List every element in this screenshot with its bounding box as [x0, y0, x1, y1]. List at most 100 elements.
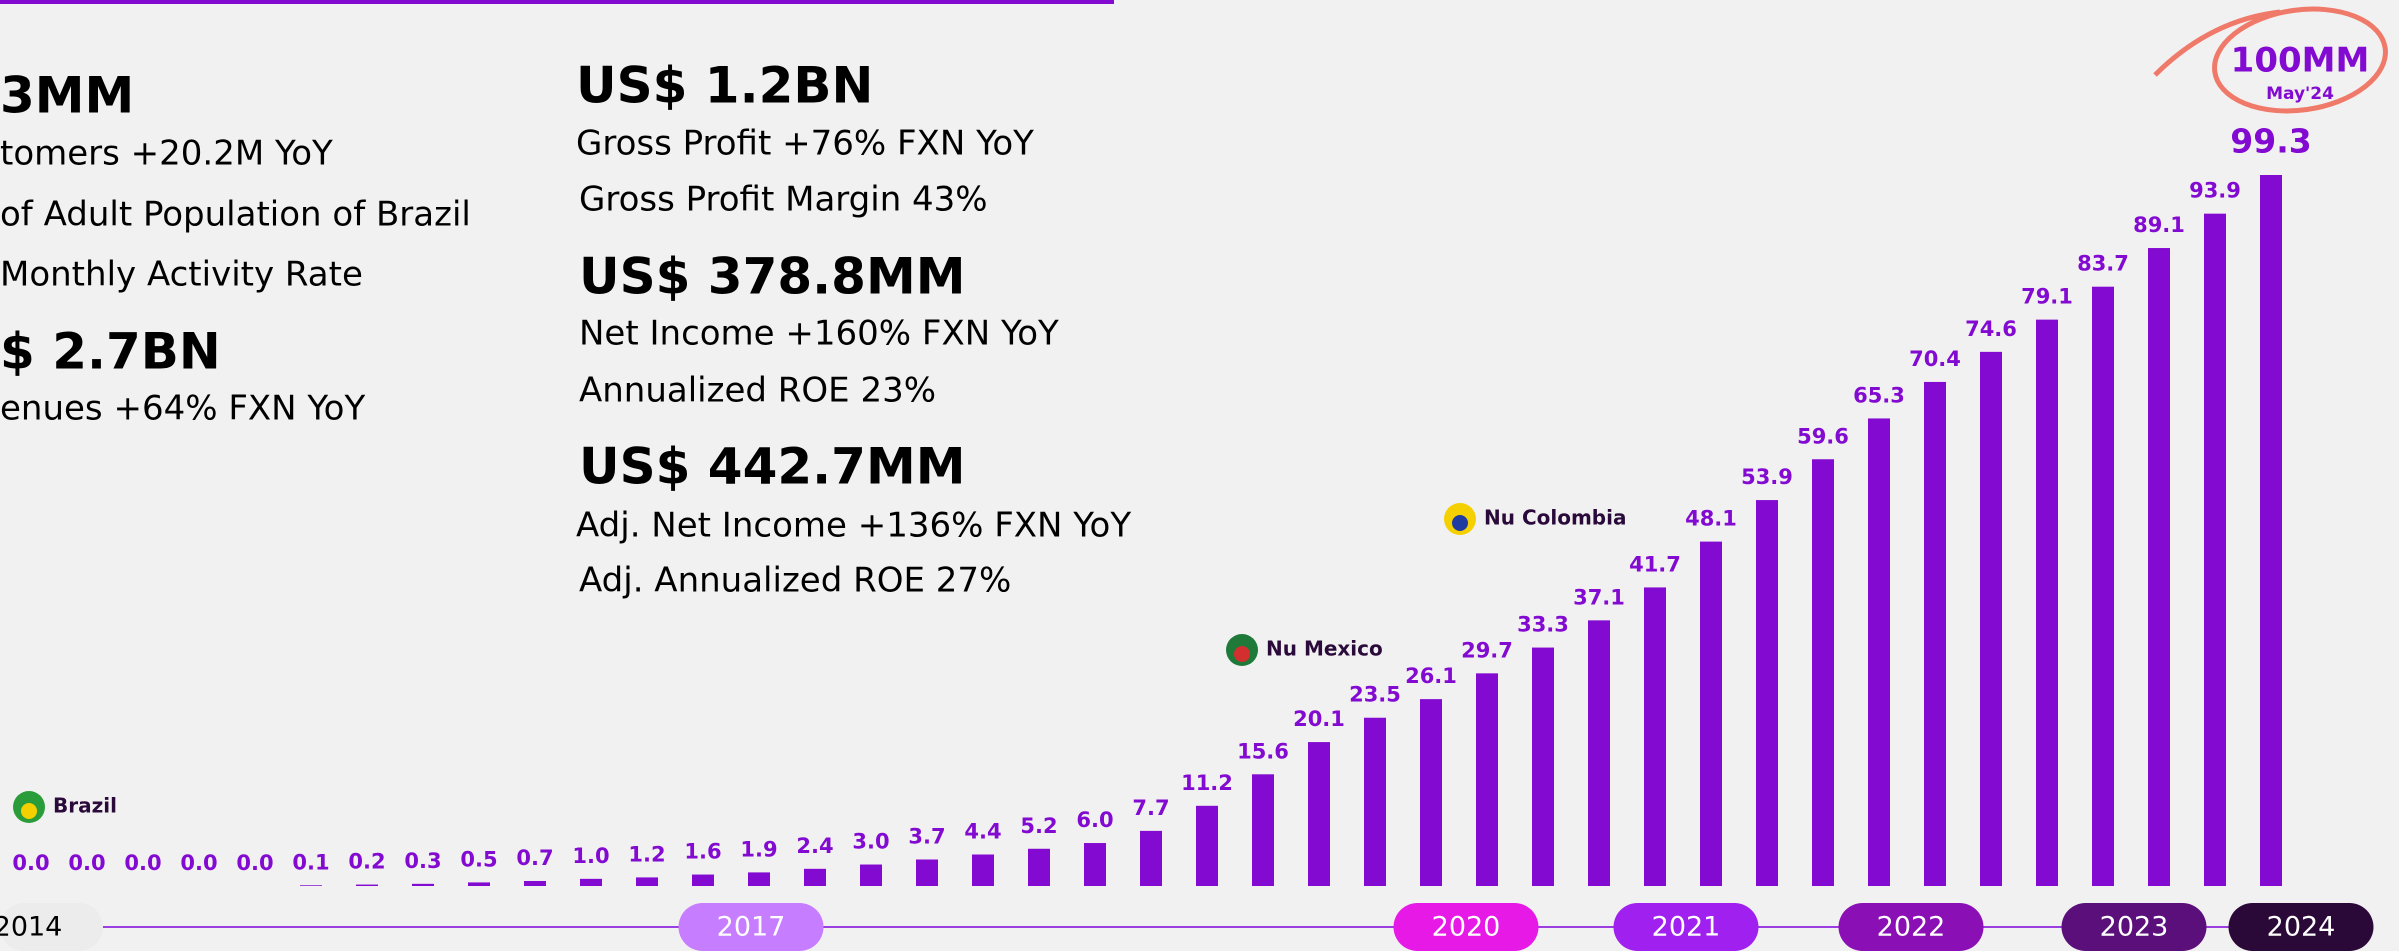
- bar: [356, 884, 378, 886]
- value-label: 2.4: [796, 834, 833, 858]
- bar: [1420, 699, 1442, 886]
- year-pill: [2228, 903, 2374, 951]
- year-label: 2022: [1877, 912, 1946, 943]
- bar: [1084, 843, 1106, 886]
- milestone-subtitle: May'24: [2266, 84, 2334, 104]
- year-pill: [1613, 903, 1759, 951]
- kpi-text: Gross Profit Margin 43%: [579, 180, 988, 220]
- bar: [1308, 742, 1330, 886]
- kpi-text: Net Income +160% FXN YoY: [579, 314, 1059, 354]
- bar: [1700, 541, 1722, 886]
- value-label: 33.3: [1517, 613, 1569, 637]
- value-label: 0.5: [460, 847, 497, 871]
- kpi-headline: $ 2.7BN: [0, 323, 221, 381]
- bar: [524, 880, 546, 886]
- bar: [1812, 459, 1834, 886]
- flag-inner: [21, 803, 37, 819]
- year-pill: [2061, 903, 2207, 951]
- value-label: 0.1: [292, 850, 329, 874]
- value-label: 99.3: [2230, 122, 2311, 161]
- bar: [916, 859, 938, 886]
- bar: [636, 877, 658, 886]
- value-label: 0.3: [404, 849, 441, 873]
- value-label: 5.2: [1020, 814, 1057, 838]
- value-label: 48.1: [1685, 507, 1737, 531]
- value-label: 37.1: [1573, 585, 1625, 609]
- year-label: 2020: [1432, 912, 1501, 943]
- year-pill: [1393, 903, 1539, 951]
- marker-label: Brazil: [53, 794, 117, 818]
- kpi-text: Gross Profit +76% FXN YoY: [576, 124, 1034, 164]
- bar: [2036, 319, 2058, 887]
- kpi-text: Adj. Net Income +136% FXN YoY: [576, 506, 1131, 546]
- bar: [692, 874, 714, 886]
- value-label: 0.0: [236, 851, 273, 875]
- value-label: 79.1: [2021, 285, 2073, 309]
- bar: [2148, 248, 2170, 887]
- value-label: 53.9: [1741, 465, 1793, 489]
- bar: [1364, 717, 1386, 886]
- bar: [1028, 848, 1050, 886]
- value-label: 83.7: [2077, 252, 2129, 276]
- year-label: 2014: [0, 912, 62, 943]
- bar: [1252, 774, 1274, 886]
- value-label: 4.4: [964, 819, 1001, 843]
- kpi-headline: US$ 378.8MM: [579, 248, 965, 306]
- bar: [972, 854, 994, 886]
- kpi-headline: US$ 442.7MM: [579, 438, 965, 496]
- bar: [1140, 830, 1162, 886]
- bar: [2204, 213, 2226, 886]
- value-label: 6.0: [1076, 808, 1113, 832]
- value-label: 0.0: [12, 851, 49, 875]
- bar: [412, 883, 434, 886]
- value-label: 1.2: [628, 842, 665, 866]
- value-label: 26.1: [1405, 664, 1457, 688]
- marker-label: Nu Mexico: [1266, 637, 1383, 661]
- year-label: 2023: [2100, 912, 2169, 943]
- kpi-text: Annualized ROE 23%: [579, 371, 936, 411]
- year-label: 2021: [1652, 912, 1721, 943]
- kpi-text: of Adult Population of Brazil: [0, 195, 471, 235]
- value-label: 11.2: [1181, 771, 1233, 795]
- value-label: 3.0: [852, 830, 889, 854]
- value-label: 7.7: [1132, 796, 1169, 820]
- kpi-text: enues +64% FXN YoY: [0, 389, 365, 429]
- value-label: 70.4: [1909, 347, 1961, 371]
- year-label: 2024: [2267, 912, 2336, 943]
- bar: [1644, 587, 1666, 886]
- value-label: 74.6: [1965, 317, 2017, 341]
- bar: [1532, 647, 1554, 886]
- bar: [2092, 286, 2114, 886]
- value-label: 3.7: [908, 825, 945, 849]
- value-label: 23.5: [1349, 683, 1401, 707]
- bar: [1980, 351, 2002, 886]
- bar: [468, 882, 490, 886]
- marker-label: Nu Colombia: [1484, 506, 1626, 530]
- kpi-text: Monthly Activity Rate: [0, 255, 363, 295]
- flag-inner: [1234, 646, 1250, 662]
- year-pill: [678, 903, 824, 951]
- value-label: 0.0: [68, 851, 105, 875]
- value-label: 0.0: [124, 851, 161, 875]
- value-label: 0.0: [180, 851, 217, 875]
- bar: [804, 868, 826, 886]
- value-label: 1.9: [740, 837, 777, 861]
- bar: [580, 878, 602, 886]
- kpi-headline: US$ 1.2BN: [576, 57, 873, 115]
- value-label: 15.6: [1237, 739, 1289, 763]
- year-label: 2017: [717, 912, 786, 943]
- value-label: 20.1: [1293, 707, 1345, 731]
- milestone-stroke: [2153, 9, 2281, 77]
- bar: [1868, 418, 1890, 886]
- kpi-headline: 3MM: [0, 67, 134, 125]
- kpi-text: Adj. Annualized ROE 27%: [579, 561, 1011, 601]
- value-label: 93.9: [2189, 179, 2241, 203]
- value-label: 65.3: [1853, 383, 1905, 407]
- value-label: 0.7: [516, 846, 553, 870]
- flag-inner: [1452, 515, 1468, 531]
- value-label: 89.1: [2133, 213, 2185, 237]
- value-label: 1.0: [572, 844, 609, 868]
- kpi-text: tomers +20.2M YoY: [0, 134, 333, 174]
- bar: [1196, 805, 1218, 886]
- value-label: 1.6: [684, 840, 721, 864]
